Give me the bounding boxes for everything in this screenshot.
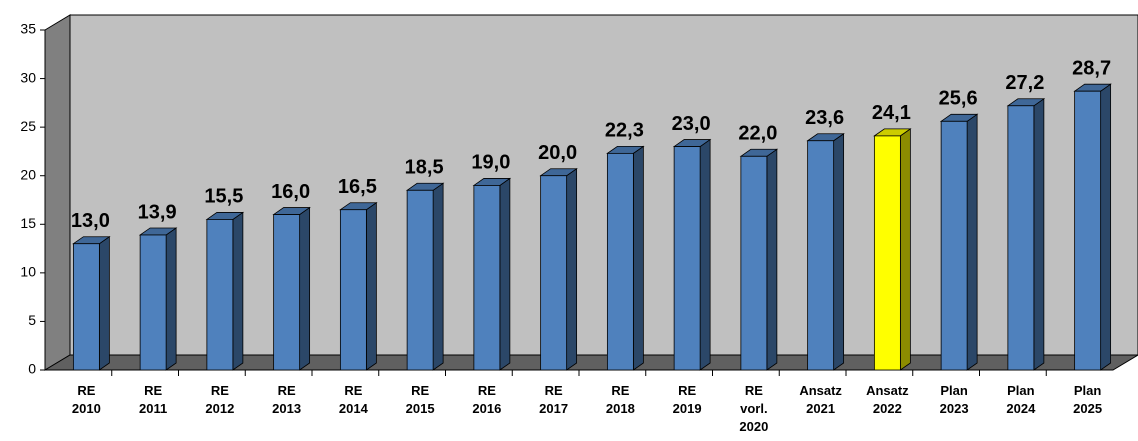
value-label: 15,5 [204,186,243,208]
bar-side [365,201,377,371]
x-tick-label: RE 2015 [406,383,435,416]
y-tick-label: 25 [20,118,36,134]
bar [807,140,835,371]
x-tick-label: RE 2010 [72,383,101,416]
bar [406,189,434,371]
value-label: 18,5 [405,157,444,179]
bar-side [566,167,578,371]
x-tick-label: Ansatz 2022 [866,383,909,416]
value-label: 16,5 [338,176,377,198]
bar-side [1100,83,1112,371]
bar [606,152,634,371]
x-tick-label: RE 2018 [606,383,635,416]
y-tick-label: 10 [20,264,36,280]
bar-side [899,128,911,371]
value-label: 19,0 [471,152,510,174]
bar-side [165,227,177,371]
y-tick-label: 5 [28,312,36,328]
value-label: 16,0 [271,181,310,203]
x-tick-label: RE 2016 [472,383,501,416]
bar [206,219,234,371]
bar-side [766,148,778,371]
value-label: 23,0 [672,113,711,135]
x-tick-label: RE 2013 [272,383,301,416]
bar-side [632,145,644,371]
bar [940,120,968,371]
x-tick-label: Plan 2025 [1073,383,1102,416]
bar-side [432,182,444,371]
x-tick-label: RE vorl. 2020 [739,383,768,434]
bar [540,175,568,371]
bar [1007,105,1035,371]
bar-side [499,177,511,371]
value-label: 13,0 [71,210,110,232]
bar-side [98,235,110,371]
y-tick-label: 0 [28,361,36,377]
x-tick-label: RE 2011 [139,383,167,416]
bar [740,155,768,371]
bar-side [966,113,978,371]
bar [273,214,301,371]
bar-side [232,211,244,371]
value-label: 23,6 [805,107,844,129]
value-label: 25,6 [939,88,978,110]
bar-side [299,206,311,371]
bar [1074,90,1102,371]
bar-side [833,132,845,371]
bar [139,234,167,371]
bar [473,185,501,371]
x-tick-label: RE 2014 [339,383,369,416]
x-tick-label: RE 2012 [205,383,234,416]
value-label: 20,0 [538,142,577,164]
y-tick-label: 20 [20,166,36,182]
x-tick-label: RE 2017 [539,383,568,416]
value-label: 28,7 [1072,57,1111,79]
value-label: 22,0 [738,123,777,145]
x-tick-label: Plan 2023 [940,383,969,416]
value-label: 13,9 [138,201,177,223]
x-tick-label: RE 2019 [673,383,702,416]
bar [873,135,901,371]
y-tick-label: 35 [20,21,36,37]
value-label: 22,3 [605,120,644,142]
x-tick-label: Plan 2024 [1006,383,1036,416]
y-tick-label: 30 [20,69,36,85]
y-tick-label: 15 [20,215,36,231]
bar [72,243,100,371]
value-label: 27,2 [1005,72,1044,94]
bar-side [1033,98,1045,371]
bar [673,146,701,371]
bar-side [699,138,711,371]
x-tick-label: Ansatz 2021 [799,383,842,416]
value-label: 24,1 [872,102,911,124]
bar [339,209,367,371]
side-wall [44,14,71,371]
